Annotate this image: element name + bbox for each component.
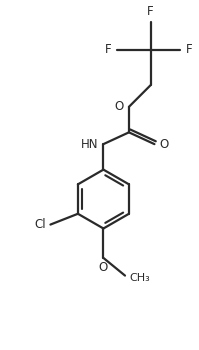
- Text: O: O: [114, 100, 123, 113]
- Text: O: O: [99, 261, 108, 274]
- Text: CH₃: CH₃: [129, 273, 150, 282]
- Text: O: O: [159, 138, 169, 150]
- Text: F: F: [105, 43, 111, 56]
- Text: HN: HN: [80, 138, 98, 150]
- Text: F: F: [186, 43, 192, 56]
- Text: Cl: Cl: [34, 218, 46, 231]
- Text: F: F: [147, 5, 154, 18]
